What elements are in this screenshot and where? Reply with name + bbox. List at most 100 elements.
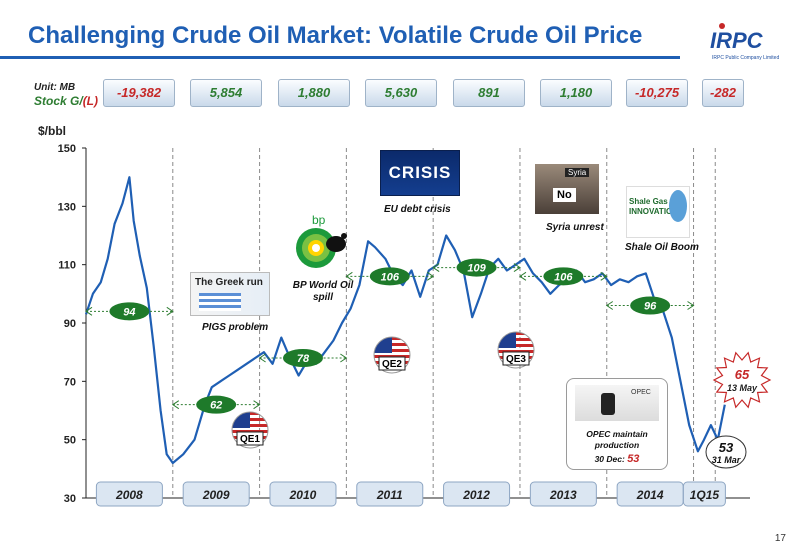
qe3-badge: QE3 xyxy=(494,330,538,370)
average-arrow-left xyxy=(171,400,180,410)
shale-image-text: Shale Gas INNOVATION xyxy=(629,197,679,216)
x-tick-label: 2008 xyxy=(115,488,143,502)
x-tick-label: 2012 xyxy=(462,488,490,502)
average-arrow-right xyxy=(253,400,261,410)
average-label: 106 xyxy=(554,271,573,283)
average-label: 78 xyxy=(297,353,310,365)
qe-label: QE1 xyxy=(240,434,260,445)
shale-caption: Shale Oil Boom xyxy=(625,242,699,253)
opec-image-text: OPEC xyxy=(631,389,651,396)
x-tick-label: 2010 xyxy=(289,488,317,502)
stock-gl-prefix: Stock G/ xyxy=(34,94,83,108)
shale-circle-icon xyxy=(669,190,687,222)
stock-gl-value-7: -10,275 xyxy=(626,79,688,107)
high-callout-date: 13 May xyxy=(727,383,758,393)
qe-label: QE2 xyxy=(382,359,402,370)
us-flag-icon: QE1 xyxy=(231,411,269,449)
logo-dot xyxy=(719,23,725,29)
eu-crisis-image: CRISIS xyxy=(380,150,460,196)
average-arrow-left xyxy=(519,271,527,281)
year-label-box xyxy=(529,481,597,507)
average-marker xyxy=(109,302,150,321)
average-marker xyxy=(543,267,584,286)
average-arrow-right xyxy=(513,263,521,272)
opec-annotation-box: OPEC OPEC maintain production 30 Dec: 53 xyxy=(566,378,668,470)
greek-image-text: The Greek run xyxy=(195,277,263,288)
year-label-box xyxy=(95,481,163,507)
average-arrow-right xyxy=(166,306,174,316)
high-callout-value: 65 xyxy=(735,367,750,382)
average-label: 106 xyxy=(381,271,400,283)
opec-caption-line1: OPEC maintain xyxy=(586,429,648,439)
average-label: 109 xyxy=(467,263,486,275)
x-tick-label: 2011 xyxy=(376,488,403,502)
eu-crisis-image-text: CRISIS xyxy=(388,163,452,182)
low-callout-value: 53 xyxy=(719,440,734,455)
x-tick-label: 2009 xyxy=(202,488,230,502)
greek-run-image: The Greek run xyxy=(190,272,270,316)
y-tick-label: 130 xyxy=(58,201,76,213)
greek-flag-icon xyxy=(199,293,241,311)
year-label-box xyxy=(356,481,424,507)
stock-gl-value-3: 1,880 xyxy=(278,79,350,107)
year-label-box xyxy=(682,481,726,507)
year-label-box xyxy=(182,481,250,507)
average-arrow-right xyxy=(600,271,608,281)
qe-label: QE3 xyxy=(506,354,526,365)
syria-protest-image: Syria No xyxy=(535,164,599,214)
stock-gl-value-8: -282 xyxy=(702,79,744,107)
average-arrow-right xyxy=(687,301,695,310)
x-tick-label: 2014 xyxy=(636,488,664,502)
y-tick-label: 90 xyxy=(64,318,76,330)
stock-gl-value-1: -19,382 xyxy=(103,79,175,107)
y-tick-label: 110 xyxy=(58,260,76,272)
y-tick-label: 30 xyxy=(64,493,76,505)
stock-gl-value-6: 1,180 xyxy=(540,79,612,107)
average-marker xyxy=(196,395,237,414)
low-callout-date: 31 Mar xyxy=(712,455,741,465)
low-callout-bubble xyxy=(705,435,747,469)
average-marker xyxy=(456,258,497,277)
average-arrow-left xyxy=(432,263,440,272)
company-logo: IRPC IRPC Public Company Limited xyxy=(708,22,788,62)
eu-crisis-caption: EU debt crisis xyxy=(384,204,451,215)
average-arrow-left xyxy=(258,353,266,363)
bp-caption: BP World Oil spill xyxy=(292,280,354,303)
high-callout-burst xyxy=(712,351,772,409)
stock-gl-label: Stock G/(L) xyxy=(34,94,98,108)
average-arrow-left xyxy=(345,271,353,281)
stock-gl-suffix: (L) xyxy=(82,94,99,108)
opec-date-line: 30 Dec: 53 xyxy=(567,453,667,465)
bp-logo-icon: bp xyxy=(296,213,347,268)
qe2-badge: QE2 xyxy=(370,335,414,375)
average-arrow-left xyxy=(605,301,614,310)
syria-image-text: No xyxy=(553,188,576,202)
us-flag-icon: QE3 xyxy=(497,331,535,369)
y-tick-label: 150 xyxy=(58,143,76,155)
page-title: Challenging Crude Oil Market: Volatile C… xyxy=(28,22,643,49)
y-tick-label: 70 xyxy=(64,376,76,388)
page-number: 17 xyxy=(774,533,786,544)
opec-date: 30 Dec: xyxy=(594,454,625,464)
average-marker xyxy=(369,267,410,286)
qe1-badge: QE1 xyxy=(228,410,272,450)
average-arrow-left xyxy=(85,306,93,316)
average-arrow-right xyxy=(426,271,435,281)
x-tick-label: 2013 xyxy=(549,488,577,502)
stock-gl-value-4: 5,630 xyxy=(365,79,437,107)
barrel-icon xyxy=(601,393,615,415)
unit-label: Unit: MB xyxy=(34,82,76,93)
year-label-box xyxy=(443,481,511,507)
average-label: 62 xyxy=(210,400,222,412)
logo-subtitle: IRPC Public Company Limited xyxy=(712,55,779,61)
opec-caption-line2: production xyxy=(594,440,640,450)
opec-barrels-image: OPEC xyxy=(575,385,659,421)
y-axis-unit: $/bbl xyxy=(38,124,67,138)
average-marker xyxy=(630,296,671,315)
year-label-box xyxy=(269,481,337,507)
average-label: 94 xyxy=(123,306,135,318)
average-label: 96 xyxy=(644,301,657,313)
shale-innovation-image: Shale Gas INNOVATION xyxy=(626,186,690,238)
average-arrow-right xyxy=(340,353,348,363)
